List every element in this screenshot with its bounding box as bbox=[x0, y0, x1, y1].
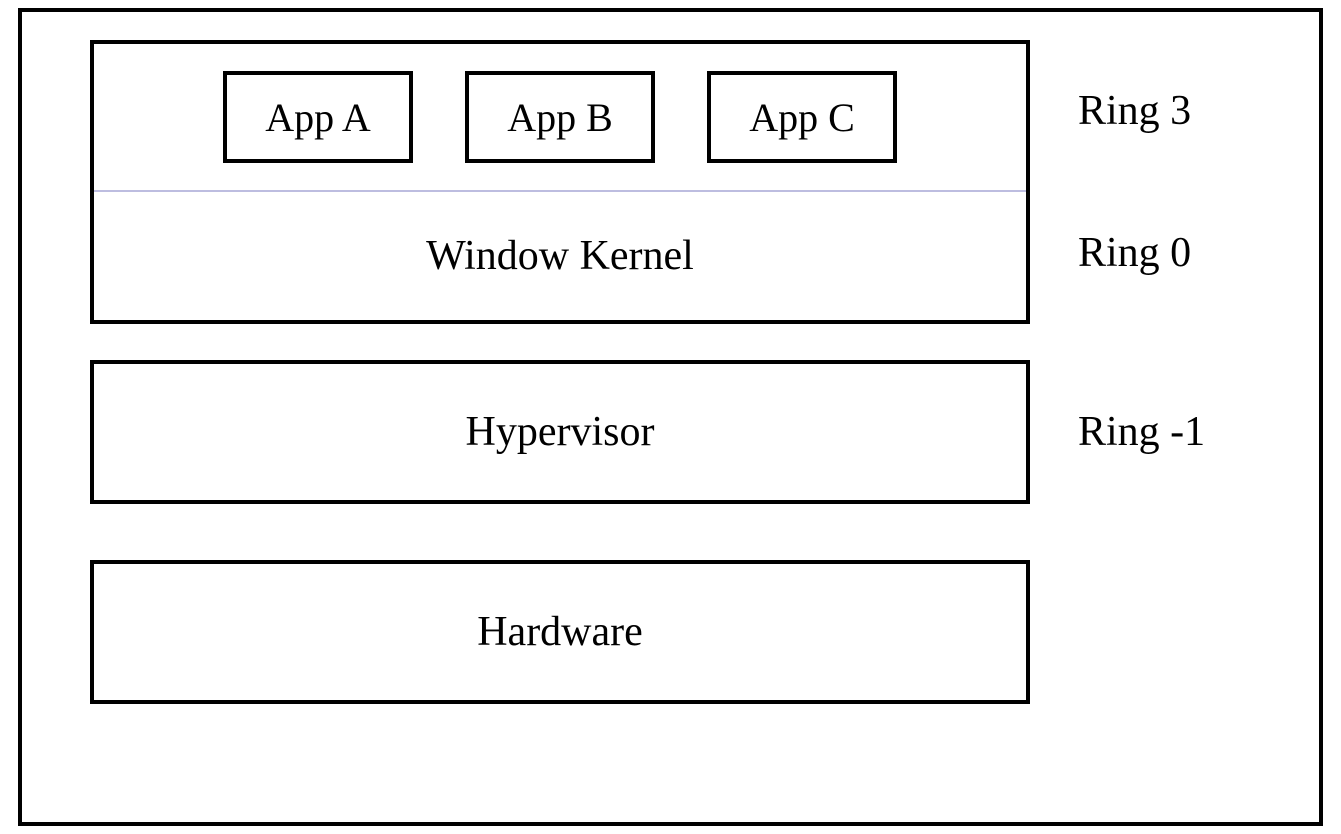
kernel-label: Window Kernel bbox=[426, 232, 694, 280]
ring3-label: Ring 3 bbox=[1078, 87, 1191, 135]
kernel-box: Window Kernel bbox=[94, 192, 1026, 320]
top-ring-labels: Ring 3 Ring 0 bbox=[1078, 40, 1191, 324]
hardware-row: Hardware bbox=[90, 560, 1271, 704]
app-b-label: App B bbox=[507, 94, 613, 141]
ring-minus1-label: Ring -1 bbox=[1078, 408, 1205, 456]
app-c-label: App C bbox=[749, 94, 855, 141]
ring0-label: Ring 0 bbox=[1078, 229, 1191, 277]
hardware-label: Hardware bbox=[477, 608, 643, 656]
apps-kernel-combined-box: App A App B App C Window Kernel bbox=[90, 40, 1030, 324]
app-a-label: App A bbox=[265, 94, 371, 141]
hardware-box: Hardware bbox=[90, 560, 1030, 704]
hypervisor-box: Hypervisor bbox=[90, 360, 1030, 504]
apps-container: App A App B App C bbox=[94, 44, 1026, 192]
app-c-box: App C bbox=[707, 71, 897, 163]
gap-1 bbox=[90, 324, 1271, 360]
gap-2 bbox=[90, 504, 1271, 560]
app-a-box: App A bbox=[223, 71, 413, 163]
diagram-outer-container: App A App B App C Window Kernel Ring 3 R… bbox=[18, 8, 1323, 826]
hypervisor-label: Hypervisor bbox=[466, 408, 655, 456]
top-row: App A App B App C Window Kernel Ring 3 R… bbox=[90, 40, 1271, 324]
hypervisor-row: Hypervisor Ring -1 bbox=[90, 360, 1271, 504]
app-b-box: App B bbox=[465, 71, 655, 163]
